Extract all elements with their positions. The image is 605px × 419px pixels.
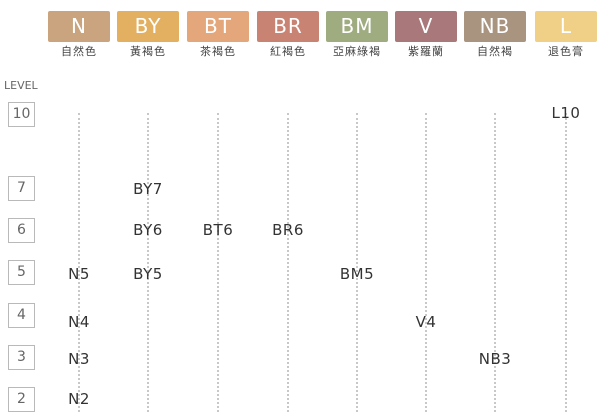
column-guide-bm	[356, 113, 358, 412]
column-guide-l	[565, 113, 567, 412]
shade-label-bm5: BM5	[339, 265, 375, 283]
category-badge-nb: NB	[464, 11, 526, 42]
column-guide-bt	[217, 113, 219, 412]
column-guide-by	[147, 113, 149, 412]
shade-label-bt6: BT6	[202, 221, 234, 239]
shade-label-n3: N3	[68, 350, 90, 368]
category-badge-bm: BM	[326, 11, 388, 42]
shade-label-by6: BY6	[133, 221, 163, 239]
level-axis-title: LEVEL	[4, 79, 38, 92]
shade-label-n4: N4	[68, 313, 90, 331]
category-name-n: 自然色	[61, 45, 97, 58]
shade-label-l10: L10	[551, 104, 581, 122]
column-guide-br	[287, 113, 289, 412]
category-badge-bt: BT	[187, 11, 249, 42]
shade-label-nb3: NB3	[478, 350, 512, 368]
level-box-10: 10	[8, 102, 35, 127]
shade-label-v4: V4	[415, 313, 437, 331]
category-name-bt: 茶褐色	[200, 45, 236, 58]
shade-label-by7: BY7	[133, 180, 163, 198]
level-box-2: 2	[8, 387, 35, 412]
column-guide-n	[78, 113, 80, 412]
category-badge-n: N	[48, 11, 110, 42]
category-badge-l: L	[535, 11, 597, 42]
category-badge-by: BY	[117, 11, 179, 42]
category-badge-v: V	[395, 11, 457, 42]
column-guide-nb	[494, 113, 496, 412]
level-box-7: 7	[8, 176, 35, 201]
category-name-l: 退色膏	[548, 45, 584, 58]
category-badge-br: BR	[257, 11, 319, 42]
shade-label-br6: BR6	[272, 221, 304, 239]
shade-label-n2: N2	[68, 390, 90, 408]
category-name-bm: 亞麻綠褐	[333, 45, 381, 58]
level-box-5: 5	[8, 260, 35, 285]
shade-label-n5: N5	[68, 265, 90, 283]
category-name-by: 黃褐色	[130, 45, 166, 58]
category-name-v: 紫羅蘭	[408, 45, 444, 58]
column-guide-v	[425, 113, 427, 412]
level-box-4: 4	[8, 303, 35, 328]
level-box-3: 3	[8, 345, 35, 370]
level-box-6: 6	[8, 218, 35, 243]
shade-label-by5: BY5	[133, 265, 163, 283]
category-name-nb: 自然褐	[477, 45, 513, 58]
category-name-br: 紅褐色	[270, 45, 306, 58]
